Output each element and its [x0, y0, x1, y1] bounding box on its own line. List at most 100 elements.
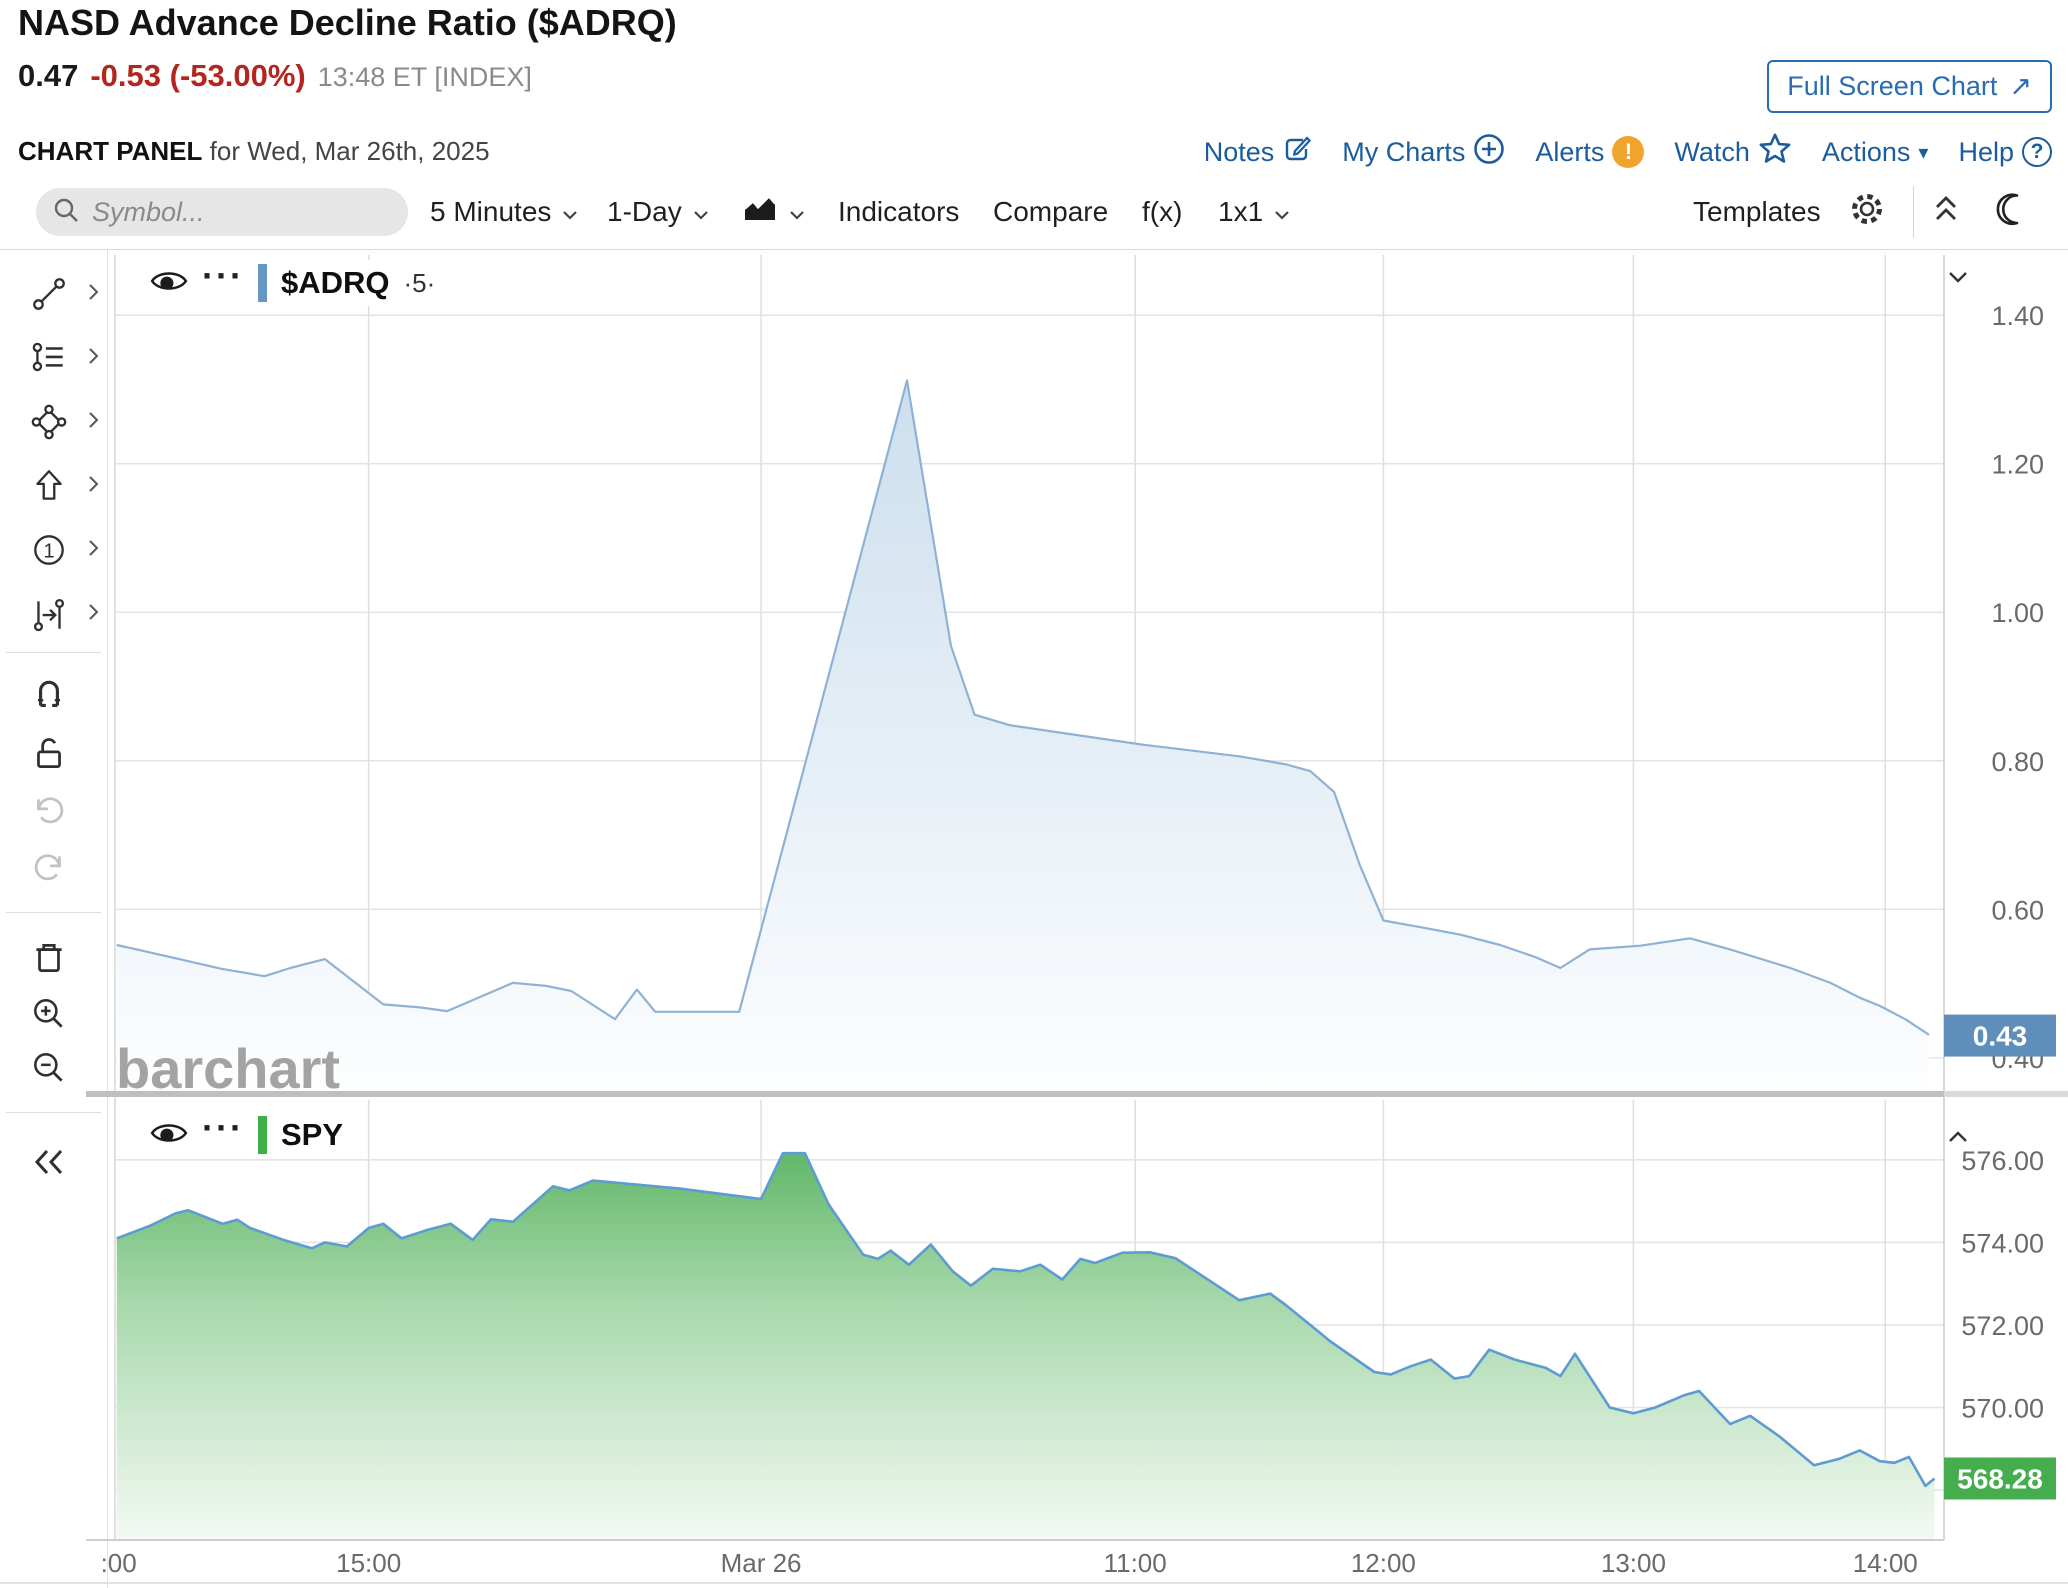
chart-type-dropdown[interactable] — [742, 192, 806, 232]
trend-channel-expand-chevron[interactable] — [88, 346, 100, 371]
watch-label: Watch — [1674, 136, 1750, 167]
number-annotation-expand-chevron[interactable] — [88, 538, 100, 563]
my-charts-label: My Charts — [1342, 136, 1466, 167]
full-screen-chart-label: Full Screen Chart — [1787, 71, 1998, 101]
chevron-down-icon — [692, 196, 710, 228]
panel-links: Notes My Charts Alerts ! Watch Actions — [1204, 130, 2052, 174]
SPY-price-line[interactable] — [116, 1151, 1936, 1488]
arrow-annotation-tool[interactable] — [27, 464, 71, 508]
symbol-input[interactable] — [90, 195, 380, 229]
arrow-annotation-expand-chevron[interactable] — [88, 474, 100, 499]
trend-channel-tool[interactable] — [27, 336, 71, 380]
my-charts-link[interactable]: My Charts — [1342, 133, 1505, 172]
plus-circle-icon — [1473, 133, 1505, 172]
x-tick-label: 15:00 — [336, 1548, 401, 1578]
collapse-sidebar-button[interactable] — [27, 1140, 71, 1184]
moon-icon — [1994, 191, 2030, 234]
number-annotation-tool[interactable]: 1 — [27, 528, 71, 572]
adrq-legend-symbol[interactable]: $ADRQ — [280, 265, 390, 300]
gear-icon — [1848, 190, 1886, 235]
measure-tool[interactable] — [27, 592, 71, 636]
trend-line-tool[interactable] — [27, 272, 71, 316]
$ADRQ-price-line[interactable] — [116, 379, 1930, 1036]
$ADRQ-area-fill[interactable] — [116, 380, 1929, 1096]
notes-icon — [1282, 134, 1312, 171]
x-tick-label: :00 — [101, 1548, 137, 1578]
measure-expand-chevron[interactable] — [88, 602, 100, 627]
chevron-down-icon — [561, 196, 579, 228]
series-menu-icon[interactable]: ··· — [202, 255, 244, 296]
help-label: Help — [1958, 136, 2014, 167]
range-dropdown[interactable]: 1-Day — [607, 192, 710, 232]
y-tick-label: 0.80 — [1991, 747, 2044, 777]
x-tick-label: 14:00 — [1853, 1548, 1918, 1578]
compare-label: Compare — [993, 196, 1109, 227]
SPY-last-price-badge — [1944, 1457, 2056, 1500]
external-arrow-icon: ↗ — [2009, 71, 2032, 101]
compare-button[interactable]: Compare — [993, 192, 1108, 232]
SPY-last-price-text: 568.28 — [1957, 1463, 2043, 1494]
alerts-link[interactable]: Alerts ! — [1535, 136, 1645, 168]
frequency-dropdown[interactable]: 5 Minutes — [430, 192, 579, 232]
shape-tool[interactable] — [27, 400, 71, 444]
templates-label: Templates — [1693, 196, 1821, 227]
redo-button[interactable] — [27, 846, 71, 890]
chevron-down-icon — [788, 196, 806, 228]
actions-link[interactable]: Actions ▾ — [1822, 137, 1929, 168]
x-tick-label: 11:00 — [1104, 1548, 1167, 1578]
magnet-mode-tool[interactable] — [27, 674, 71, 718]
help-link[interactable]: Help ? — [1958, 137, 2052, 168]
trend-line-expand-chevron[interactable] — [88, 282, 100, 307]
grid-layout-label: 1x1 — [1218, 196, 1264, 227]
spy-series-color-bar — [257, 1116, 267, 1154]
grid-layout-dropdown[interactable]: 1x1 — [1218, 192, 1291, 232]
upper-pane-collapse-icon[interactable] — [1949, 272, 1967, 283]
panel-title-label: CHART PANEL — [18, 136, 203, 166]
double-chevron-up-icon — [1933, 194, 1959, 231]
shape-expand-chevron[interactable] — [88, 410, 100, 435]
panel-bar: CHART PANEL for Wed, Mar 26th, 2025 Note… — [0, 130, 2068, 174]
series-menu-icon[interactable]: ··· — [202, 1107, 244, 1148]
spy-legend-symbol[interactable]: SPY — [280, 1117, 343, 1152]
visibility-eye-icon[interactable] — [150, 1119, 188, 1152]
undo-button[interactable] — [27, 789, 71, 833]
chart-toolbar: 5 Minutes 1-Day Indicators Compare f(x) — [0, 182, 2068, 250]
fx-label: f(x) — [1142, 196, 1183, 227]
full-screen-chart-button[interactable]: Full Screen Chart ↗ — [1767, 60, 2052, 113]
actions-label: Actions — [1821, 136, 1911, 167]
search-icon — [52, 196, 80, 229]
templates-button[interactable]: Templates — [1693, 192, 1821, 232]
delete-drawings-button[interactable] — [27, 936, 71, 980]
x-tick-label: 13:00 — [1601, 1548, 1666, 1578]
visibility-eye-icon[interactable] — [150, 267, 188, 300]
question-circle-icon: ? — [2022, 137, 2052, 167]
y-tick-label: 1.20 — [1991, 450, 2044, 480]
drawing-tools-sidebar: 1 — [0, 250, 108, 1588]
sidebar-divider — [6, 912, 101, 913]
y-tick-label: 574.00 — [1961, 1228, 2044, 1258]
toolbar-divider — [1913, 186, 1914, 238]
fx-button[interactable]: f(x) — [1142, 192, 1182, 232]
panel-title: CHART PANEL for Wed, Mar 26th, 2025 — [18, 136, 490, 167]
notes-link[interactable]: Notes — [1204, 134, 1313, 171]
symbol-search-box[interactable] — [36, 188, 408, 236]
header: NASD Advance Decline Ratio ($ADRQ) 0.47 … — [0, 0, 2068, 250]
watch-link[interactable]: Watch — [1674, 132, 1792, 173]
unlock-tool[interactable] — [27, 732, 71, 776]
pane-splitter-handle[interactable] — [86, 1091, 1944, 1097]
SPY-area-fill[interactable] — [116, 1153, 1935, 1540]
collapse-toolbar-button[interactable] — [1933, 192, 1959, 232]
settings-button[interactable] — [1848, 192, 1886, 232]
sidebar-divider — [6, 652, 101, 653]
zoom-in-button[interactable] — [27, 992, 71, 1036]
lower-pane-collapse-icon[interactable] — [1949, 1131, 1967, 1142]
last-price: 0.47 — [18, 58, 79, 93]
quote-row: 0.47 -0.53 (-53.00%) 13:48 ET [INDEX] — [18, 58, 532, 94]
page-title: NASD Advance Decline Ratio ($ADRQ) — [18, 2, 677, 43]
spy-legend: ··· SPY — [142, 1107, 357, 1158]
zoom-out-button[interactable] — [27, 1046, 71, 1090]
indicators-button[interactable]: Indicators — [838, 192, 959, 232]
dark-mode-toggle[interactable] — [1994, 192, 2030, 232]
notes-label: Notes — [1203, 136, 1275, 167]
